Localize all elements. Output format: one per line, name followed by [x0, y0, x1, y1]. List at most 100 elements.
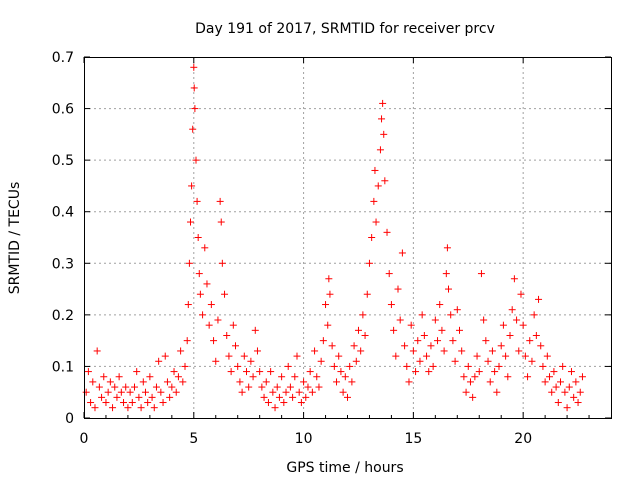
data-point [398, 249, 406, 257]
data-point [181, 362, 189, 370]
data-point [210, 337, 218, 345]
data-point [325, 275, 333, 283]
data-point [221, 290, 229, 298]
data-point [381, 177, 389, 185]
data-point [371, 166, 379, 174]
data-point [412, 368, 420, 376]
data-point [546, 373, 554, 381]
data-point [104, 388, 112, 396]
data-point [253, 347, 261, 355]
data-point [341, 373, 349, 381]
data-point [561, 388, 569, 396]
data-point [124, 404, 132, 412]
data-point [326, 290, 334, 298]
data-point [380, 130, 388, 138]
data-point [113, 393, 121, 401]
data-point [190, 63, 198, 71]
chart-title: Day 191 of 2017, SRMTID for receiver prc… [195, 21, 495, 37]
data-point [554, 399, 562, 407]
data-point [232, 342, 240, 350]
x-tick-label: 5 [189, 431, 198, 447]
y-tick-label: 0.3 [52, 256, 74, 272]
data-point [526, 337, 534, 345]
data-point [543, 352, 551, 360]
data-point [385, 270, 393, 278]
data-point [271, 404, 279, 412]
y-tick-label: 0.1 [52, 359, 74, 375]
data-point [392, 352, 400, 360]
data-point [282, 388, 290, 396]
data-point [401, 342, 409, 350]
data-point [524, 373, 532, 381]
data-point [185, 259, 193, 267]
data-point [249, 373, 257, 381]
data-point [102, 399, 110, 407]
data-point [550, 368, 558, 376]
data-point [302, 393, 310, 401]
data-point [563, 404, 571, 412]
data-point [429, 362, 437, 370]
data-point [539, 362, 547, 370]
data-point [174, 373, 182, 381]
data-point [91, 404, 99, 412]
data-point [521, 352, 529, 360]
data-point [409, 347, 417, 355]
data-point [131, 383, 139, 391]
data-point [122, 383, 130, 391]
data-point [300, 378, 308, 386]
data-point [416, 357, 424, 365]
data-point [184, 301, 192, 309]
data-point [477, 270, 485, 278]
data-point [262, 378, 270, 386]
data-point [137, 404, 145, 412]
data-point [152, 383, 160, 391]
data-point [168, 383, 176, 391]
data-point [311, 347, 319, 355]
data-point [238, 388, 246, 396]
data-point [570, 393, 578, 401]
data-point [387, 301, 395, 309]
data-point [350, 342, 358, 350]
data-point [258, 383, 266, 391]
data-point [170, 368, 178, 376]
data-point [195, 270, 203, 278]
data-point [405, 378, 413, 386]
data-point [506, 331, 514, 339]
data-point [515, 347, 523, 355]
data-point [161, 352, 169, 360]
data-point [245, 383, 253, 391]
data-point [135, 393, 143, 401]
data-point [100, 373, 108, 381]
data-point [214, 316, 222, 324]
data-point [541, 378, 549, 386]
data-point [163, 378, 171, 386]
data-point [339, 388, 347, 396]
data-point [203, 280, 211, 288]
data-point [186, 218, 194, 226]
data-point [306, 368, 314, 376]
data-point [89, 378, 97, 386]
data-point [357, 347, 365, 355]
data-point [117, 388, 125, 396]
data-point [574, 399, 582, 407]
data-point [445, 285, 453, 293]
data-point [559, 362, 567, 370]
data-point [337, 368, 345, 376]
data-point [98, 393, 106, 401]
data-point [275, 393, 283, 401]
data-point [115, 373, 123, 381]
data-point [212, 357, 220, 365]
data-point [396, 316, 404, 324]
data-point [423, 352, 431, 360]
data-point [361, 331, 369, 339]
data-point [291, 373, 299, 381]
data-point [183, 337, 191, 345]
data-point [443, 244, 451, 252]
data-point [269, 388, 277, 396]
data-point [484, 357, 492, 365]
data-point [532, 331, 540, 339]
data-point [508, 306, 516, 314]
y-axis-label: SRMTID / TECUs [7, 182, 23, 295]
data-point [190, 84, 198, 92]
